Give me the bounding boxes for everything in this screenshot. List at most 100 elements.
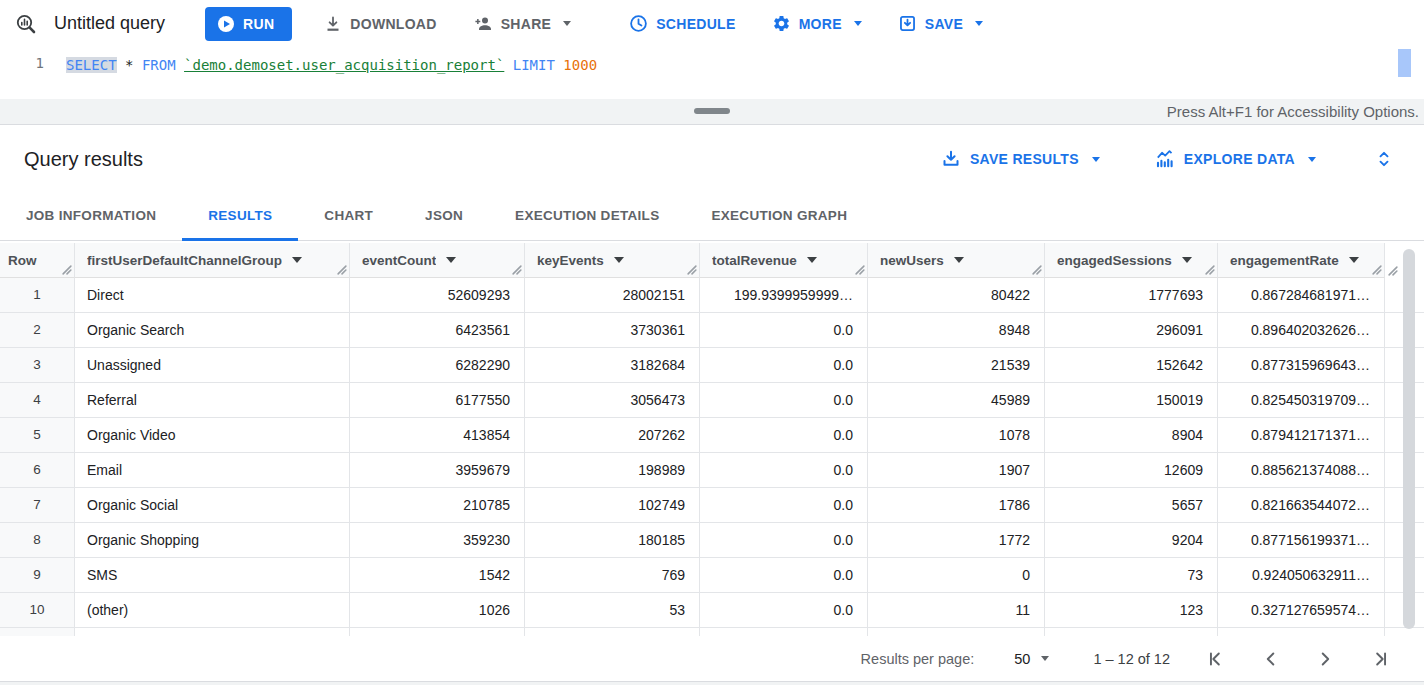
chevron-down-icon [563, 21, 571, 26]
column-menu-caret-icon [292, 257, 302, 263]
column-header-firstUserDefaultChannelGroup[interactable]: firstUserDefaultChannelGroup [75, 243, 350, 278]
cell-newUsers: 21539 [868, 348, 1045, 382]
first-page-button[interactable] [1206, 648, 1228, 670]
cell-keyEvents: 769 [525, 558, 700, 592]
column-menu-caret-icon [954, 257, 964, 263]
cell-engagedSessions: 150019 [1045, 383, 1218, 417]
column-header-Row: Row [0, 243, 75, 278]
tab-job-information[interactable]: JOB INFORMATION [0, 193, 182, 241]
schedule-button[interactable]: SCHEDULE [625, 7, 739, 41]
next-page-button[interactable] [1314, 648, 1336, 670]
query-title: Untitled query [54, 13, 165, 34]
previous-page-button[interactable] [1260, 648, 1282, 670]
cell-eventCount: 1026 [350, 593, 525, 627]
tab-results[interactable]: RESULTS [182, 193, 298, 241]
column-resize-grip-icon[interactable] [512, 265, 522, 275]
cell-channel: Referral [75, 383, 350, 417]
column-resize-grip-icon[interactable] [1205, 265, 1215, 275]
column-resize-grip-icon[interactable] [855, 265, 865, 275]
cell-totalRevenue: 0.0 [700, 348, 868, 382]
sql-editor[interactable]: 1 SELECT * FROM `demo.demoset.user_acqui… [0, 47, 1424, 99]
editor-gutter: 1 [0, 47, 44, 99]
sql-star: * [117, 57, 142, 73]
page-size-select[interactable]: 50 [1014, 651, 1049, 667]
cell-eventCount: 6177550 [350, 383, 525, 417]
explore-chart-icon [1155, 149, 1175, 169]
explore-data-label: EXPLORE DATA [1184, 151, 1295, 167]
sql-code-line[interactable]: SELECT * FROM `demo.demoset.user_acquisi… [66, 47, 597, 99]
column-resize-grip-icon[interactable] [1032, 265, 1042, 275]
download-label: DOWNLOAD [350, 16, 436, 32]
tab-chart[interactable]: CHART [298, 193, 399, 241]
column-header-engagedSessions[interactable]: engagedSessions [1045, 243, 1218, 278]
table-row: 7Organic Social2107851027490.0178656570.… [0, 488, 1424, 523]
cell-totalRevenue: 0.0 [700, 558, 868, 592]
column-resize-grip-icon[interactable] [1388, 266, 1398, 276]
table-row: 9SMS15427690.00730.924050632911… [0, 558, 1424, 593]
run-button[interactable]: RUN [205, 7, 292, 41]
more-button[interactable]: MORE [768, 7, 866, 41]
row-number-cell: 3 [0, 348, 75, 382]
cell-eventCount: 1542 [350, 558, 525, 592]
save-button[interactable]: SAVE [894, 7, 987, 41]
column-label: firstUserDefaultChannelGroup [87, 253, 282, 268]
cell-channel: Organic Social [75, 488, 350, 522]
column-label: engagedSessions [1057, 253, 1172, 268]
save-icon [898, 14, 917, 33]
splitter-drag-handle[interactable] [694, 108, 730, 114]
column-header-eventCount[interactable]: eventCount [350, 243, 525, 278]
tab-execution-graph[interactable]: EXECUTION GRAPH [685, 193, 873, 241]
save-results-label: SAVE RESULTS [970, 151, 1079, 167]
column-header-newUsers[interactable]: newUsers [868, 243, 1045, 278]
column-resize-grip-icon[interactable] [62, 265, 72, 275]
cell-eventCount: 6282290 [350, 348, 525, 382]
column-menu-caret-icon [614, 257, 624, 263]
share-button[interactable]: SHARE [469, 7, 576, 41]
query-magnifier-icon [14, 12, 38, 36]
column-resize-grip-icon[interactable] [1372, 265, 1382, 275]
cell-eventCount: 52609293 [350, 278, 525, 312]
cell-engagementRate: 0.896402032626… [1218, 313, 1385, 347]
sql-table-link[interactable]: `demo.demoset.user_acquisition_report` [184, 57, 504, 73]
row-number-cell: 11 [0, 628, 75, 636]
expand-panel-button[interactable] [1374, 149, 1394, 169]
column-label: engagementRate [1230, 253, 1339, 268]
cell-eventCount: 210785 [350, 488, 525, 522]
column-label: keyEvents [537, 253, 604, 268]
column-label: newUsers [880, 253, 944, 268]
cell-engagementRate: 0.877315969643… [1218, 348, 1385, 382]
column-label: totalRevenue [712, 253, 797, 268]
cell-engagedSessions: 1777693 [1045, 278, 1218, 312]
chevron-down-icon [1308, 157, 1316, 162]
column-menu-caret-icon [446, 257, 456, 263]
chevron-right-icon [1314, 648, 1336, 670]
cell-channel: Unassigned [75, 348, 350, 382]
column-resize-grip-icon[interactable] [687, 265, 697, 275]
explore-data-button[interactable]: EXPLORE DATA [1155, 149, 1316, 169]
line-number: 1 [36, 55, 44, 71]
table-header-row: Row firstUserDefaultChannelGroup eventCoun… [0, 243, 1424, 278]
table-row: 1Direct5260929328002151199.9399959999…80… [0, 278, 1424, 313]
tab-execution-details[interactable]: EXECUTION DETAILS [489, 193, 685, 241]
column-label: Row [8, 253, 37, 268]
column-label: eventCount [362, 253, 436, 268]
editor-scrollbar[interactable] [1398, 49, 1411, 77]
cell-newUsers: 8948 [868, 313, 1045, 347]
page-size-value: 50 [1014, 651, 1030, 667]
tab-json[interactable]: JSON [399, 193, 489, 241]
column-header-engagementRate[interactable]: engagementRate [1218, 243, 1385, 278]
column-header-totalRevenue[interactable]: totalRevenue [700, 243, 868, 278]
table-scrollbar[interactable] [1403, 249, 1415, 629]
cell-engagementRate: 0.885621374088… [1218, 453, 1385, 487]
cell-totalRevenue: 0.0 [700, 523, 868, 557]
download-button[interactable]: DOWNLOAD [320, 7, 440, 41]
cell-engagedSessions: 8904 [1045, 418, 1218, 452]
cell-eventCount: 997 [350, 628, 525, 636]
save-results-button[interactable]: SAVE RESULTS [941, 149, 1100, 169]
column-resize-grip-icon[interactable] [337, 265, 347, 275]
column-header-keyEvents[interactable]: keyEvents [525, 243, 700, 278]
table-row: 8Organic Shopping3592301801850.017729204… [0, 523, 1424, 558]
sql-keyword-limit: LIMIT [504, 57, 563, 73]
chevron-down-icon [854, 21, 862, 26]
last-page-button[interactable] [1368, 648, 1390, 670]
